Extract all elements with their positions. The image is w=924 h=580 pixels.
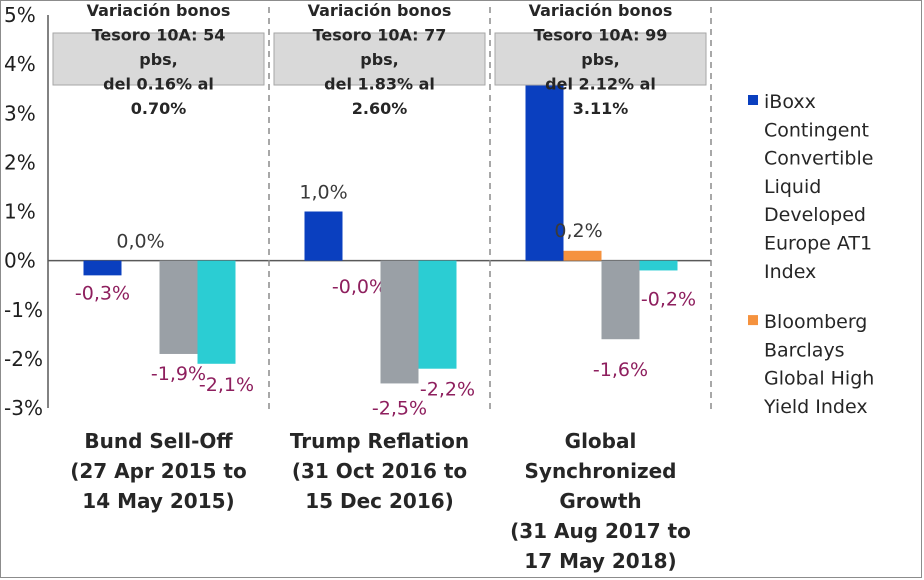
legend-label: Liquid xyxy=(764,176,821,198)
annotation-text: Tesoro 10A: 99 xyxy=(534,26,668,45)
data-label: -2,1% xyxy=(199,374,254,396)
legend-label: Developed xyxy=(764,204,866,226)
bar xyxy=(83,260,122,276)
annotation-box xyxy=(52,32,265,86)
bar xyxy=(563,250,602,261)
bar xyxy=(525,64,564,261)
category-label: (31 Aug 2017 to xyxy=(510,519,691,543)
annotation-text: Variación bonos xyxy=(308,1,452,20)
legend-label: Global High xyxy=(764,368,874,390)
legend-label: Contingent xyxy=(764,119,869,141)
annotation-text: Variación bonos xyxy=(529,1,673,20)
category-label: Global xyxy=(565,429,637,453)
annotation-text: Tesoro 10A: 54 xyxy=(92,26,226,45)
data-label: 0,2% xyxy=(554,220,602,242)
annotation-text: Variación bonos xyxy=(87,1,231,20)
y-tick-label: 3% xyxy=(4,101,36,125)
legend-swatch xyxy=(748,95,758,105)
data-label: -0,2% xyxy=(641,288,696,310)
data-label: -0,3% xyxy=(75,282,130,304)
y-tick-label: 2% xyxy=(4,150,36,174)
data-label: -1,9% xyxy=(151,363,206,385)
legend-swatch xyxy=(748,315,758,326)
category-label: (27 Apr 2015 to xyxy=(70,459,246,483)
bar xyxy=(159,260,198,354)
data-label: 1,0% xyxy=(299,182,347,204)
category-label: 17 May 2018) xyxy=(524,549,676,573)
data-label: 0,0% xyxy=(116,231,164,253)
annotation-box xyxy=(494,32,707,86)
category-label: 15 Dec 2016) xyxy=(305,489,454,513)
category-label: Trump Reflation xyxy=(290,429,469,453)
annotation-text: pbs, xyxy=(139,50,178,69)
y-tick-label: -1% xyxy=(4,298,43,322)
legend-label: Europe AT1 xyxy=(764,233,872,255)
annotation-text: 2.60% xyxy=(352,99,408,118)
annotation-text: del 2.12% al xyxy=(545,75,656,94)
y-tick-label: -3% xyxy=(4,396,43,420)
category-label: 14 May 2015) xyxy=(82,489,234,513)
y-tick-label: 0% xyxy=(4,249,36,273)
legend-label: Bloomberg xyxy=(764,311,867,333)
category-label: (31 Oct 2016 to xyxy=(292,459,467,483)
data-label: -1,6% xyxy=(593,359,648,381)
annotation-text: 0.70% xyxy=(131,99,187,118)
legend-label: Barclays xyxy=(764,339,845,361)
annotation-text: Tesoro 10A: 77 xyxy=(313,26,447,45)
category-label: Bund Sell-Off xyxy=(84,429,233,453)
annotation-text: pbs, xyxy=(360,50,399,69)
category-label: Growth xyxy=(559,489,641,513)
bar xyxy=(639,260,678,271)
annotation-text: del 1.83% al xyxy=(324,75,435,94)
bar xyxy=(601,260,640,340)
bar xyxy=(197,260,236,364)
annotation-text: del 0.16% al xyxy=(103,75,214,94)
annotation-box xyxy=(273,32,486,86)
legend-label: Yield Index xyxy=(763,396,868,418)
y-tick-label: -2% xyxy=(4,347,43,371)
data-label: -0,0% xyxy=(332,276,387,298)
data-label: -2,2% xyxy=(420,379,475,401)
annotation-text: 3.11% xyxy=(573,99,629,118)
legend-label: Convertible xyxy=(764,148,873,170)
legend-label: iBoxx xyxy=(764,91,816,113)
bar xyxy=(304,211,343,261)
y-tick-label: 1% xyxy=(4,200,36,224)
bar xyxy=(380,260,419,384)
y-tick-label: 5% xyxy=(4,3,36,27)
legend-label: Index xyxy=(764,261,816,283)
category-label: Synchronized xyxy=(525,459,677,483)
bar xyxy=(418,260,457,369)
y-tick-label: 4% xyxy=(4,52,36,76)
annotation-text: pbs, xyxy=(581,50,620,69)
data-label: -2,5% xyxy=(372,397,427,419)
